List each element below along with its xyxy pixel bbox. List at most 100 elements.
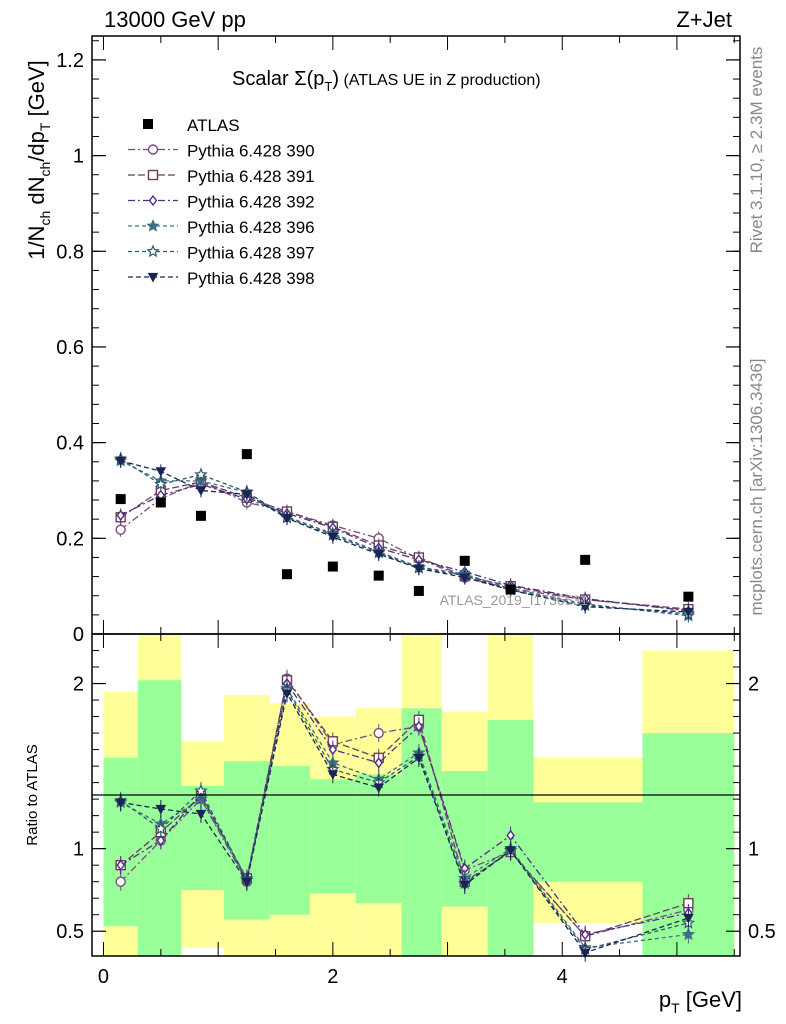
ratio-plot-frame xyxy=(91,633,741,957)
ratio-series-point xyxy=(459,880,471,891)
ratio-series-point xyxy=(327,770,339,780)
atlas-data-point xyxy=(195,510,206,521)
legend-label: Pythia 6.428 398 xyxy=(187,269,315,288)
ratio-uncertainty-bands xyxy=(103,634,735,956)
chart-title-main: Scalar xyxy=(232,68,294,90)
ratio-series-line xyxy=(120,681,689,936)
ratio-y-tick-label: 2 xyxy=(73,674,84,696)
main-series-point xyxy=(459,573,471,584)
y-tick-label: 0.6 xyxy=(56,337,84,359)
y-tick-label: 1 xyxy=(73,146,84,168)
ratio-y-tick-label: 1 xyxy=(73,839,84,861)
legend-marker xyxy=(148,194,158,207)
main-series-point xyxy=(154,477,168,490)
legend-label: Pythia 6.428 396 xyxy=(187,218,315,237)
atlas-data-point xyxy=(327,561,338,572)
atlas-data-point xyxy=(241,449,252,460)
legend-label: Pythia 6.428 390 xyxy=(187,142,315,161)
legend-atlas-marker xyxy=(143,119,153,129)
x-axis: 0 2 4 xyxy=(98,634,735,988)
atlas-data-point xyxy=(505,584,516,595)
main-series-line xyxy=(120,458,689,615)
main-y-axis: 0 0.2 0.4 0.6 0.8 1 1.2 xyxy=(56,36,740,646)
main-series-point xyxy=(683,607,694,618)
band-inner xyxy=(401,708,442,956)
main-series-point xyxy=(195,486,207,497)
x-axis-label: pT [GeV] xyxy=(659,987,742,1016)
main-series-point xyxy=(281,514,293,524)
atlas-data-point xyxy=(155,497,166,508)
legend: ATLAS Pythia 6.428 390 Pythia 6.428 391 Pyt… xyxy=(128,116,315,288)
ratio-panel: 0.5 0.5 1 1 2 2 0 2 4 xyxy=(56,633,776,988)
ratio-series-point xyxy=(154,821,168,835)
ratio-series-line xyxy=(120,691,689,954)
ratio-y-label: Ratio to ATLAS xyxy=(24,744,41,845)
main-series-point xyxy=(116,509,125,522)
ratio-series-point xyxy=(373,783,385,794)
main-series-point xyxy=(413,564,425,574)
atlas-data-point xyxy=(281,569,292,580)
chart-title-close: ) xyxy=(332,68,339,90)
main-series-point xyxy=(115,524,126,535)
ratio-series xyxy=(113,669,696,962)
ratio-series-point xyxy=(194,783,208,797)
band-inner xyxy=(533,802,643,882)
main-series-point xyxy=(373,550,385,560)
ratio-y-axis: 0.5 0.5 1 1 2 2 xyxy=(56,650,776,943)
y-tick-label: 0.4 xyxy=(56,433,84,455)
ratio-series-point xyxy=(155,804,167,815)
x-tick-label: 0 xyxy=(98,966,109,988)
ratio-series-point xyxy=(413,753,425,764)
main-series-point xyxy=(327,532,339,543)
legend-marker xyxy=(146,218,160,232)
legend-marker xyxy=(146,244,160,258)
analysis-watermark: ATLAS_2019_I1736531 xyxy=(440,592,589,608)
ratio-y-tick-label-right: 1 xyxy=(748,839,759,861)
ratio-y-tick-label-right: 0.5 xyxy=(748,921,776,943)
ratio-series-point xyxy=(374,757,383,769)
ratio-series-point xyxy=(115,798,127,808)
legend-label: Pythia 6.428 392 xyxy=(187,193,315,212)
main-series-point xyxy=(241,490,253,500)
x-tick-label: 4 xyxy=(557,966,568,988)
chart-title-sigma: Σ(p xyxy=(294,68,324,90)
atlas-data-point xyxy=(115,494,126,505)
legend-atlas-label: ATLAS xyxy=(187,116,240,135)
ratio-series-line xyxy=(120,686,689,949)
ratio-series-point xyxy=(681,927,696,941)
legend-label: Pythia 6.428 391 xyxy=(187,167,315,186)
main-series-line xyxy=(120,481,689,611)
chart-title-sub: T xyxy=(324,79,332,94)
side-text-rivet: Rivet 3.1.10, ≥ 2.3M events xyxy=(747,47,766,254)
ratio-series-point xyxy=(156,834,166,847)
ratio-series-point xyxy=(116,859,125,871)
chart-title-rest: (ATLAS UE in Z production) xyxy=(339,72,541,89)
main-series-point xyxy=(115,456,127,467)
y-tick-label: 0 xyxy=(73,624,84,646)
atlas-data-point xyxy=(373,570,384,581)
main-series-line xyxy=(120,483,689,612)
main-series-point xyxy=(579,602,591,613)
legend-label: Pythia 6.428 397 xyxy=(187,244,315,263)
atlas-data-point xyxy=(580,554,591,565)
ratio-y-tick-label: 0.5 xyxy=(56,921,84,943)
ratio-series-point xyxy=(195,809,207,820)
main-series xyxy=(113,451,696,623)
band-inner xyxy=(223,761,270,920)
atlas-data-point xyxy=(459,555,470,566)
ratio-series-point xyxy=(241,877,253,888)
ratio-series-point xyxy=(683,913,694,924)
band-inner xyxy=(269,766,310,915)
atlas-data-point xyxy=(413,585,424,596)
x-tick-label: 2 xyxy=(327,966,338,988)
ratio-series-point xyxy=(373,727,384,739)
ratio-series-line xyxy=(120,688,689,951)
main-series-point xyxy=(194,467,208,481)
main-atlas-data xyxy=(115,449,694,602)
y-tick-label: 0.8 xyxy=(56,241,84,263)
band-inner xyxy=(103,757,138,927)
main-series-line xyxy=(120,460,689,613)
chart-title: Scalar Σ(pT) (ATLAS UE in Z production) xyxy=(232,68,541,94)
ratio-series-point xyxy=(281,689,293,699)
